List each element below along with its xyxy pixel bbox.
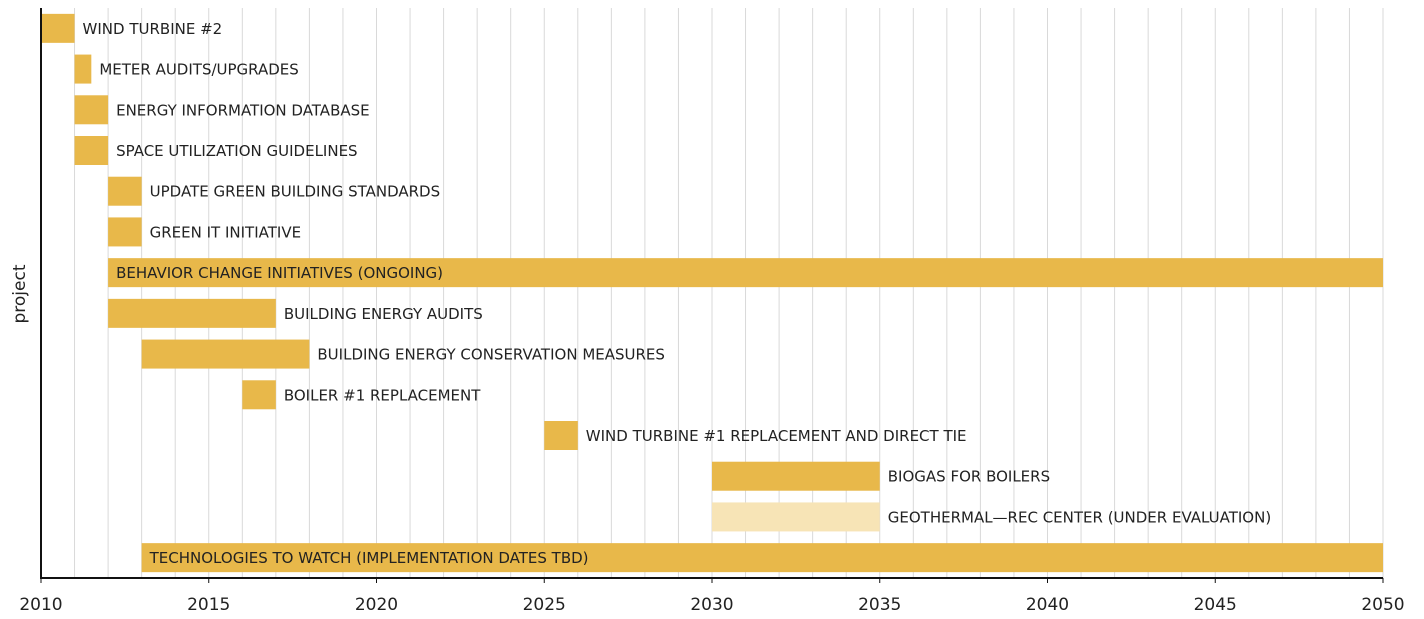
task-bar bbox=[41, 13, 75, 43]
x-tick-label: 2045 bbox=[1194, 595, 1237, 615]
x-tick-label: 2015 bbox=[187, 595, 230, 615]
task-bar bbox=[141, 339, 310, 369]
task-bar bbox=[242, 380, 276, 410]
x-tick-label: 2010 bbox=[19, 595, 62, 615]
y-axis-label: project bbox=[10, 264, 30, 323]
task-label: GEOTHERMAL—REC CENTER (UNDER EVALUATION) bbox=[888, 508, 1271, 526]
task-bar bbox=[108, 298, 276, 328]
x-tick-label: 2050 bbox=[1361, 595, 1404, 615]
task-label: ENERGY INFORMATION DATABASE bbox=[116, 101, 370, 119]
x-tick-label: 2020 bbox=[355, 595, 398, 615]
task-label: METER AUDITS/UPGRADES bbox=[99, 61, 298, 79]
task-label: BUILDING ENERGY CONSERVATION MEASURES bbox=[317, 346, 665, 364]
task-bar bbox=[141, 543, 1383, 573]
task-bar bbox=[108, 217, 142, 247]
task-bar bbox=[544, 421, 578, 450]
task-label: BUILDING ENERGY AUDITS bbox=[284, 305, 483, 323]
task-label: BIOGAS FOR BOILERS bbox=[888, 468, 1050, 486]
task-bar bbox=[712, 502, 880, 532]
task-label: GREEN IT INITIATIVE bbox=[150, 223, 301, 241]
x-tick-label: 2040 bbox=[1026, 595, 1069, 615]
task-label: BOILER #1 REPLACEMENT bbox=[284, 386, 481, 404]
task-bar bbox=[74, 136, 109, 165]
task-bar bbox=[74, 54, 92, 84]
task-bar bbox=[74, 95, 109, 125]
task-label: WIND TURBINE #2 bbox=[83, 20, 223, 38]
task-bar bbox=[108, 176, 142, 206]
task-bar bbox=[108, 258, 1384, 288]
task-label: UPDATE GREEN BUILDING STANDARDS bbox=[150, 183, 441, 201]
task-label: TECHNOLOGIES TO WATCH (IMPLEMENTATION DA… bbox=[149, 549, 589, 567]
task-bar bbox=[712, 461, 880, 491]
task-label: SPACE UTILIZATION GUIDELINES bbox=[116, 142, 357, 160]
x-tick-label: 2035 bbox=[858, 595, 901, 615]
task-label: BEHAVIOR CHANGE INITIATIVES (ONGOING) bbox=[116, 264, 443, 282]
x-tick-label: 2025 bbox=[523, 595, 566, 615]
x-tick-label: 2030 bbox=[690, 595, 733, 615]
task-label: WIND TURBINE #1 REPLACEMENT AND DIRECT T… bbox=[586, 427, 967, 445]
